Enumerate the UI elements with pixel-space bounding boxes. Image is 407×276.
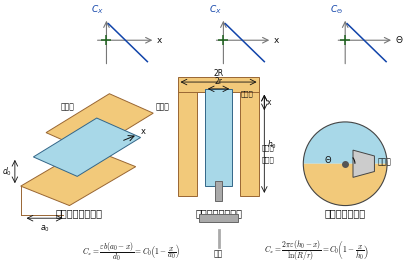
Text: $a_0$: $a_0$ [40,223,50,233]
Bar [205,89,232,186]
Text: 2R: 2R [213,69,223,78]
Text: 定极板: 定极板 [377,157,391,166]
Polygon shape [46,94,153,152]
Text: $C_x = \dfrac{2\pi\varepsilon(h_0 - x)}{\ln(R/r)} = C_0\left(1 - \dfrac{x}{h_0}\: $C_x = \dfrac{2\pi\varepsilon(h_0 - x)}{… [263,239,368,264]
Polygon shape [303,122,387,164]
Text: 2r: 2r [214,77,223,86]
Text: Θ: Θ [324,156,331,165]
Text: $d_0$: $d_0$ [2,165,12,178]
Text: $C_X$: $C_X$ [91,3,103,16]
Text: 动极板: 动极板 [61,102,74,111]
Bar [240,89,259,196]
Text: 圆筒型直线位移式: 圆筒型直线位移式 [195,208,242,219]
Text: 外圆筒: 外圆筒 [261,144,274,150]
Polygon shape [303,164,387,206]
Text: $C_x = \dfrac{\varepsilon b(a_0 - x)}{d_0} = C_0\left(1 - \dfrac{x}{a_0}\right)$: $C_x = \dfrac{\varepsilon b(a_0 - x)}{d_… [82,240,180,262]
Text: 半圆型角位移式: 半圆型角位移式 [325,208,366,219]
Bar [177,77,259,92]
Text: 定极板: 定极板 [155,102,169,111]
Text: x: x [267,98,272,107]
Polygon shape [21,147,136,206]
Text: x: x [274,36,280,45]
Text: $C_X$: $C_X$ [209,3,221,16]
Text: $h_0$: $h_0$ [267,138,277,150]
Bar [177,89,197,196]
Bar [214,181,222,201]
Text: 内圆筒: 内圆筒 [261,156,274,163]
Text: Θ: Θ [396,36,403,45]
Text: 平板型直线位移式: 平板型直线位移式 [56,208,103,219]
Text: 定极板: 定极板 [241,91,254,97]
Polygon shape [33,118,140,176]
Text: x: x [140,127,146,136]
Text: 导轨: 导轨 [214,249,223,258]
Polygon shape [353,150,374,177]
Text: $C_{\Theta}$: $C_{\Theta}$ [330,3,343,16]
Text: x: x [157,36,162,45]
Bar [199,214,238,222]
